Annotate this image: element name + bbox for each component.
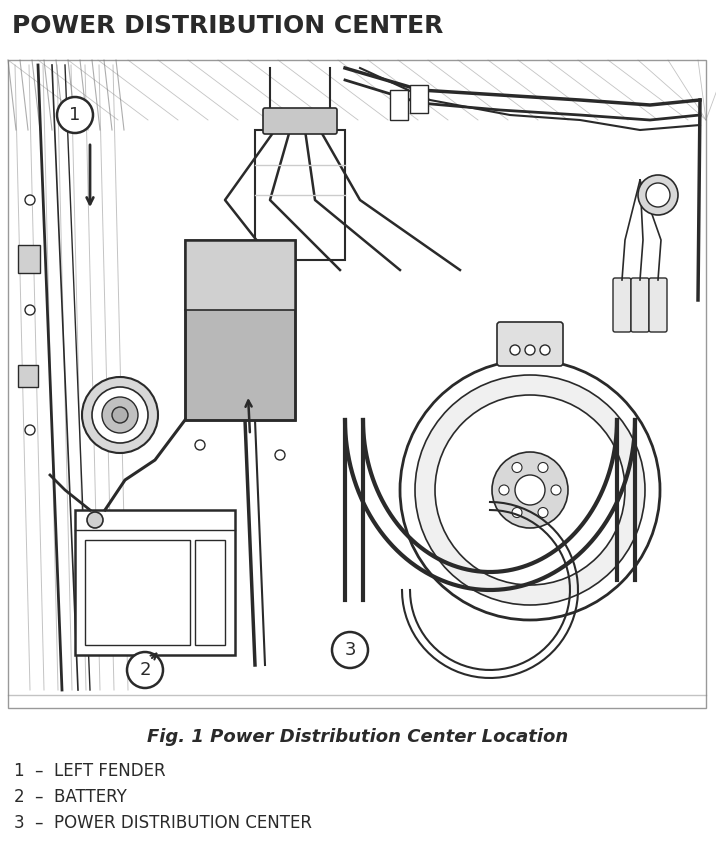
Circle shape (127, 652, 163, 688)
Circle shape (415, 375, 645, 605)
Circle shape (275, 450, 285, 460)
Circle shape (400, 360, 660, 620)
Circle shape (57, 97, 93, 133)
FancyBboxPatch shape (649, 278, 667, 332)
Circle shape (525, 345, 535, 355)
Circle shape (538, 507, 548, 517)
Circle shape (492, 452, 568, 528)
Polygon shape (185, 240, 295, 420)
FancyBboxPatch shape (390, 90, 408, 120)
FancyBboxPatch shape (18, 365, 38, 387)
Circle shape (435, 395, 625, 585)
Circle shape (82, 377, 158, 453)
FancyBboxPatch shape (613, 278, 631, 332)
Circle shape (332, 632, 368, 668)
FancyBboxPatch shape (75, 510, 235, 655)
Text: Fig. 1 Power Distribution Center Location: Fig. 1 Power Distribution Center Locatio… (147, 728, 569, 746)
Text: POWER DISTRIBUTION CENTER: POWER DISTRIBUTION CENTER (12, 14, 443, 38)
FancyBboxPatch shape (8, 60, 706, 708)
Text: 2: 2 (139, 661, 151, 679)
Text: 2  –  BATTERY: 2 – BATTERY (14, 788, 127, 806)
Circle shape (540, 345, 550, 355)
FancyBboxPatch shape (410, 85, 428, 113)
Circle shape (25, 195, 35, 205)
Circle shape (512, 507, 522, 517)
Text: 1: 1 (69, 106, 81, 124)
Circle shape (646, 183, 670, 207)
Circle shape (638, 175, 678, 215)
FancyBboxPatch shape (195, 540, 225, 645)
Circle shape (499, 485, 509, 495)
Circle shape (538, 462, 548, 472)
Circle shape (551, 485, 561, 495)
Circle shape (112, 407, 128, 423)
Polygon shape (185, 240, 295, 310)
Circle shape (510, 345, 520, 355)
FancyBboxPatch shape (631, 278, 649, 332)
Circle shape (512, 462, 522, 472)
Text: 3  –  POWER DISTRIBUTION CENTER: 3 – POWER DISTRIBUTION CENTER (14, 814, 312, 832)
FancyBboxPatch shape (263, 108, 337, 134)
FancyBboxPatch shape (18, 245, 40, 273)
FancyBboxPatch shape (255, 130, 345, 260)
FancyBboxPatch shape (497, 322, 563, 366)
Circle shape (87, 512, 103, 528)
Circle shape (102, 397, 138, 433)
Circle shape (25, 305, 35, 315)
Text: 1  –  LEFT FENDER: 1 – LEFT FENDER (14, 762, 165, 780)
FancyBboxPatch shape (85, 540, 190, 645)
Circle shape (195, 440, 205, 450)
Circle shape (25, 425, 35, 435)
Circle shape (92, 387, 148, 443)
Text: 3: 3 (344, 641, 356, 659)
Circle shape (515, 475, 545, 505)
